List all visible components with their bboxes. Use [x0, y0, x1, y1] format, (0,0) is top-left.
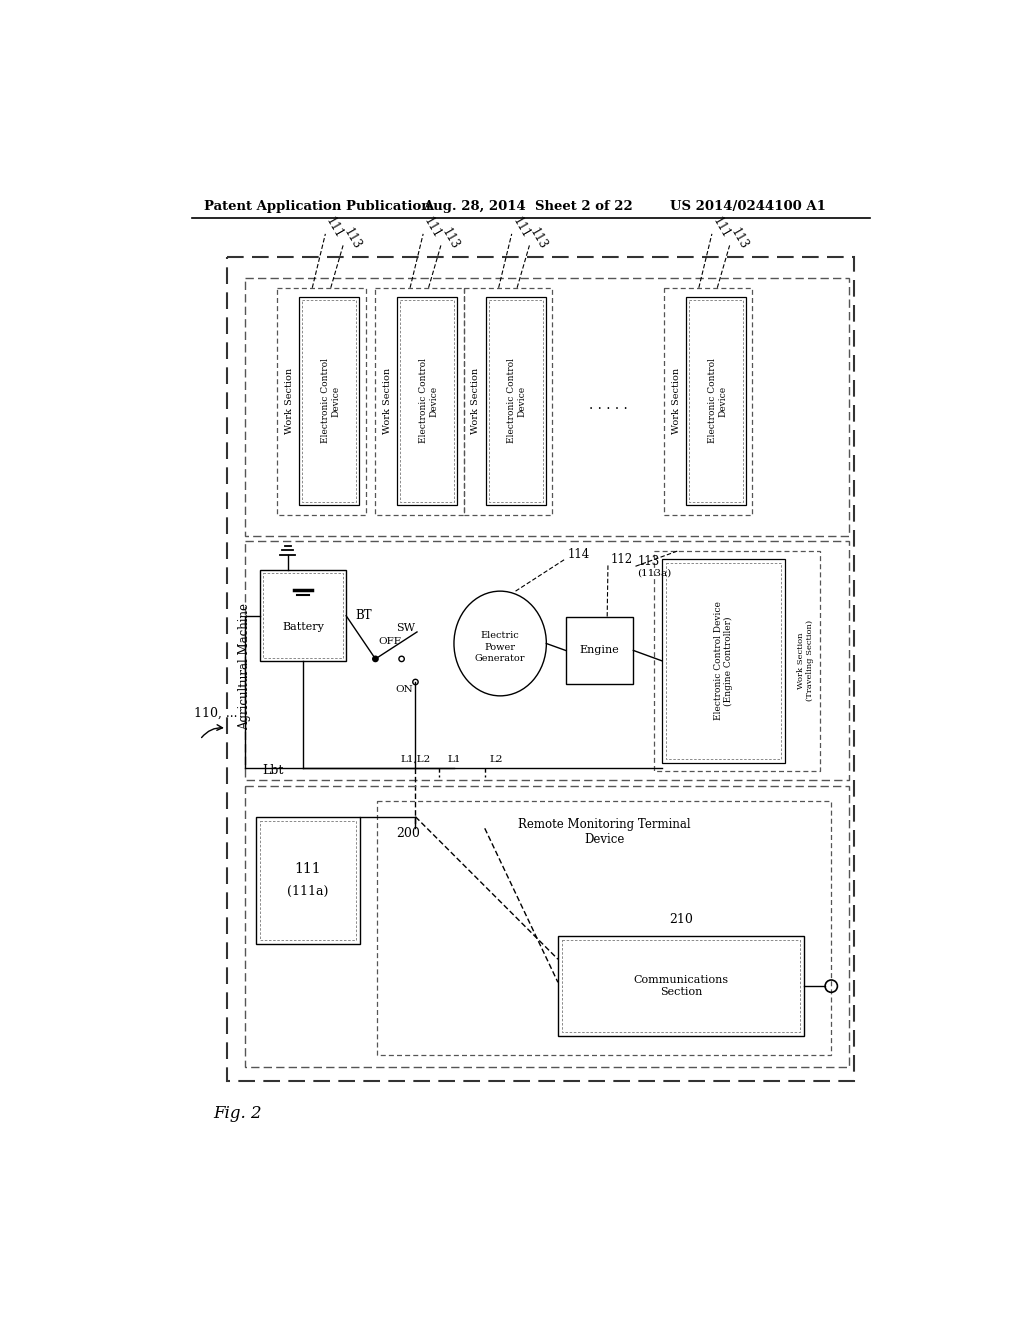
Text: L1: L1	[447, 755, 461, 763]
Bar	[565, 616, 634, 684]
Bar	[263, 573, 343, 659]
Text: Agricultural Machine: Agricultural Machine	[238, 603, 251, 730]
Text: Engine: Engine	[580, 645, 620, 656]
Text: 111: 111	[295, 862, 322, 875]
Bar	[400, 300, 454, 502]
Text: 114: 114	[568, 548, 590, 561]
Text: 200: 200	[396, 828, 420, 841]
Bar	[562, 940, 801, 1032]
Bar	[488, 300, 543, 502]
Bar	[397, 297, 457, 506]
Bar	[278, 288, 366, 515]
Text: Work Section
(Traveling Section): Work Section (Traveling Section)	[798, 620, 814, 701]
Text: Lbt: Lbt	[262, 764, 284, 777]
Bar	[245, 785, 849, 1067]
Text: Fig. 2: Fig. 2	[214, 1105, 262, 1122]
Text: Electronic Control
Device: Electronic Control Device	[508, 359, 526, 444]
Bar	[558, 936, 804, 1036]
Text: 111: 111	[324, 215, 346, 240]
Bar	[260, 570, 346, 661]
Text: Electronic Control
Device: Electronic Control Device	[419, 359, 438, 444]
Text: 110, ...: 110, ...	[194, 706, 238, 719]
Text: Electronic Control
Device: Electronic Control Device	[322, 359, 340, 444]
Text: 113: 113	[341, 226, 364, 252]
Bar	[377, 801, 831, 1056]
Text: 112: 112	[611, 553, 633, 566]
Text: Device: Device	[584, 833, 625, 846]
Text: 111: 111	[421, 215, 443, 240]
Bar	[654, 552, 819, 771]
Text: 113: 113	[527, 226, 550, 252]
Text: Work Section: Work Section	[471, 368, 480, 434]
Bar	[664, 288, 753, 515]
Text: 111: 111	[710, 215, 732, 240]
Text: BT: BT	[355, 610, 372, 622]
Text: Remote Monitoring Terminal: Remote Monitoring Terminal	[518, 818, 690, 832]
Bar	[256, 817, 360, 944]
Text: 210: 210	[669, 912, 693, 925]
Text: Generator: Generator	[475, 655, 525, 664]
Text: (111a): (111a)	[288, 886, 329, 899]
Text: (113a): (113a)	[637, 568, 672, 577]
Text: Electric: Electric	[481, 631, 519, 640]
Bar	[666, 562, 781, 759]
Text: Battery: Battery	[282, 622, 324, 632]
Bar	[302, 300, 356, 502]
Bar	[245, 541, 849, 780]
Text: Electronic Control Device
(Engine Controller): Electronic Control Device (Engine Contro…	[714, 602, 733, 721]
Text: Communications
Section: Communications Section	[634, 975, 729, 997]
Text: Work Section: Work Section	[383, 368, 392, 434]
Bar	[686, 297, 745, 506]
Text: US 2014/0244100 A1: US 2014/0244100 A1	[670, 199, 825, 213]
Bar	[226, 257, 854, 1081]
Text: 111: 111	[510, 215, 532, 240]
Text: 113: 113	[728, 226, 750, 252]
Text: 113: 113	[637, 556, 659, 569]
Text: SW: SW	[396, 623, 415, 634]
Text: Electronic Control
Device: Electronic Control Device	[708, 359, 727, 444]
Text: Patent Application Publication: Patent Application Publication	[204, 199, 430, 213]
Text: OFF: OFF	[379, 638, 401, 647]
Bar	[245, 277, 849, 536]
Text: L2: L2	[489, 755, 503, 763]
Bar	[299, 297, 359, 506]
Bar	[375, 288, 464, 515]
Text: ON: ON	[395, 685, 413, 694]
Bar	[662, 558, 785, 763]
Bar	[260, 821, 356, 940]
Text: Work Section: Work Section	[672, 368, 681, 434]
Text: Power: Power	[484, 643, 516, 652]
Text: L1,L2: L1,L2	[400, 755, 430, 763]
Text: Work Section: Work Section	[285, 368, 294, 434]
Text: 113: 113	[439, 226, 461, 252]
Bar	[485, 297, 546, 506]
Text: Aug. 28, 2014  Sheet 2 of 22: Aug. 28, 2014 Sheet 2 of 22	[423, 199, 633, 213]
Circle shape	[373, 656, 378, 661]
Text: . . . . .: . . . . .	[589, 397, 628, 412]
Bar	[464, 288, 552, 515]
Bar	[689, 300, 742, 502]
